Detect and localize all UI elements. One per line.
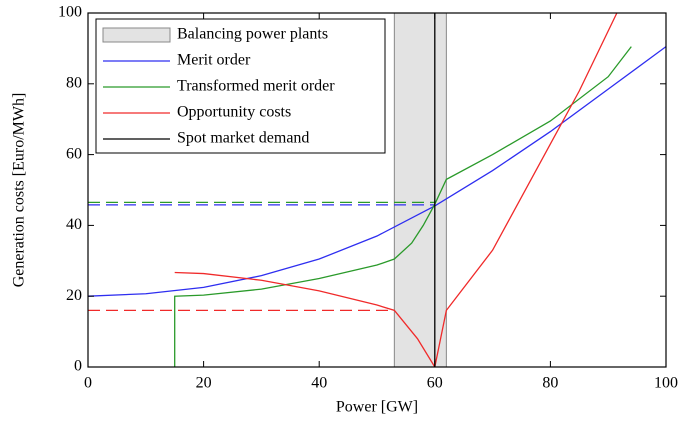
y-tick-label: 100 bbox=[58, 4, 82, 21]
legend-label: Balancing power plants bbox=[177, 26, 328, 43]
plot-area bbox=[88, 13, 666, 367]
y-tick-label: 40 bbox=[66, 216, 82, 233]
x-tick-label: 80 bbox=[542, 375, 558, 392]
series-line bbox=[174, 46, 632, 367]
legend-label: Opportunity costs bbox=[177, 104, 291, 121]
series-line bbox=[174, 13, 618, 367]
x-tick-label: 40 bbox=[311, 375, 327, 392]
legend-swatch bbox=[102, 27, 171, 43]
x-tick-label: 20 bbox=[196, 375, 212, 392]
y-tick-label: 0 bbox=[74, 358, 82, 375]
x-tick-label: 60 bbox=[427, 375, 443, 392]
x-tick-label: 0 bbox=[84, 375, 92, 392]
legend-label: Merit order bbox=[177, 52, 251, 69]
x-tick-label: 100 bbox=[654, 375, 678, 392]
balancing-span bbox=[393, 13, 447, 367]
y-tick-label: 60 bbox=[66, 145, 82, 162]
legend-label: Transformed merit order bbox=[177, 78, 335, 95]
legend-label: Spot market demand bbox=[177, 130, 309, 147]
legend: Balancing power plants Merit order Transfo… bbox=[95, 18, 386, 154]
plot-frame bbox=[87, 12, 667, 368]
y-tick-label: 80 bbox=[66, 74, 82, 91]
series-line bbox=[88, 46, 666, 297]
y-axis-label: Generation costs [Euro/MWh] bbox=[11, 93, 28, 288]
x-axis-label: Power [GW] bbox=[336, 399, 418, 416]
legend-box bbox=[95, 18, 386, 154]
y-tick-label: 20 bbox=[66, 287, 82, 304]
